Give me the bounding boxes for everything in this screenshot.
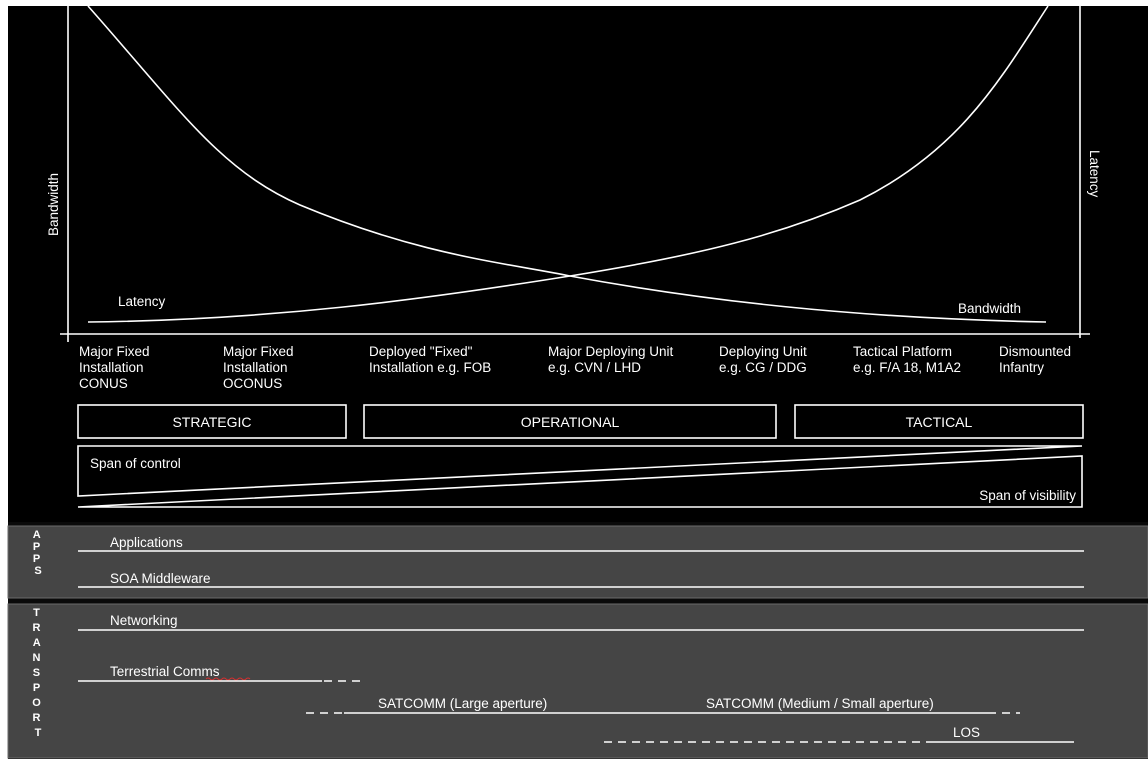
strategic-box — [77, 404, 347, 439]
transport-panel: T R A N S P O R T Networking Terrestrial… — [7, 603, 1148, 759]
category-deploying-unit: Deploying Unit e.g. CG / DDG — [719, 344, 811, 375]
bandwidth-curve-label: Bandwidth — [958, 301, 1021, 316]
los-label: LOS — [953, 725, 980, 740]
satcom-medium-label: SATCOMM (Medium / Small aperture) — [706, 696, 934, 711]
category-oconus: Major Fixed Installation OCONUS — [223, 344, 297, 391]
bandwidth-curve — [87, 5, 1047, 323]
terrestrial-comms-label: Terrestrial Comms — [110, 664, 220, 679]
apps-side-label: A P P S — [33, 529, 44, 577]
applications-layer-label: Applications — [110, 535, 183, 550]
tactical-box — [794, 404, 1084, 439]
span-of-visibility-label: Span of visibility — [979, 488, 1076, 503]
transport-side-label: T R A N S P O R T — [32, 607, 44, 739]
tier-boxes: STRATEGIC OPERATIONAL TACTICAL — [77, 404, 1084, 439]
deployment-categories: Major Fixed Installation CONUS Major Fix… — [79, 344, 1075, 391]
operational-label: OPERATIONAL — [521, 414, 620, 430]
apps-panel: A P P S Applications SOA Middleware — [7, 525, 1148, 599]
category-conus: Major Fixed Installation CONUS — [79, 344, 153, 391]
networking-layer-label: Networking — [110, 613, 178, 628]
right-axis-label: Latency — [1087, 150, 1102, 198]
soa-middleware-layer-label: SOA Middleware — [110, 571, 211, 586]
spellcheck-underline — [205, 677, 251, 681]
apps-panel-bg — [7, 525, 1148, 599]
span-of-control-label: Span of control — [90, 456, 181, 471]
span-of-visibility-wedge — [77, 455, 1083, 508]
bandwidth-latency-chart: Bandwidth Latency Latency Bandwidth — [46, 5, 1102, 342]
tactical-label: TACTICAL — [906, 414, 973, 430]
strategic-label: STRATEGIC — [172, 414, 251, 430]
category-fob: Deployed "Fixed" Installation e.g. FOB — [369, 344, 491, 375]
latency-curve — [87, 5, 1049, 323]
category-dismounted: Dismounted Infantry — [999, 344, 1075, 375]
satcom-large-label: SATCOMM (Large aperture) — [378, 696, 547, 711]
span-of-control-wedge — [77, 445, 1083, 497]
category-major-deploying-unit: Major Deploying Unit e.g. CVN / LHD — [548, 344, 677, 375]
latency-curve-label: Latency — [118, 294, 166, 309]
span-wedges: Span of control Span of visibility — [77, 445, 1083, 508]
operational-box — [363, 404, 777, 439]
category-tactical-platform: Tactical Platform e.g. F/A 18, M1A2 — [853, 344, 961, 375]
left-axis-label: Bandwidth — [46, 173, 61, 236]
